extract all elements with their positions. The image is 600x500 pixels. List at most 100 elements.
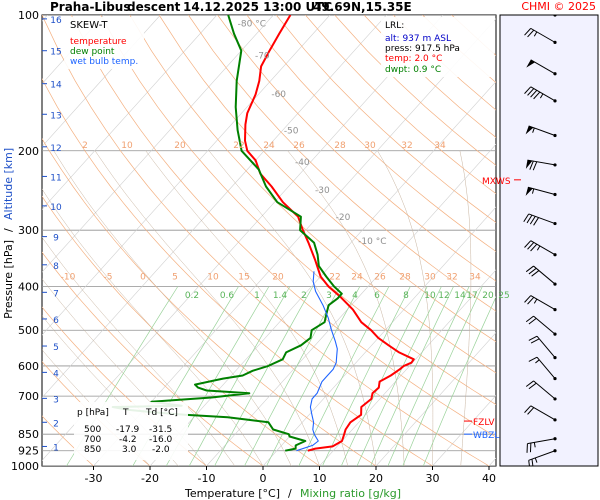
table-row-500-t: -17.9 xyxy=(116,425,140,435)
mixing-ratio-line xyxy=(298,286,390,466)
wind-barb xyxy=(553,15,557,17)
mixing-ratio-line xyxy=(387,286,470,466)
pressure-tick-label: 100 xyxy=(18,9,39,22)
wind-barb xyxy=(525,315,557,336)
altitude-tick-label: 12 xyxy=(50,144,61,154)
altitude-tick-label: 5 xyxy=(53,343,59,353)
theta-label-380: 22 xyxy=(329,272,340,282)
pressure-tick-label: 300 xyxy=(18,224,39,237)
altitude-tick-label: 11 xyxy=(50,173,61,183)
copyright: CHMI © 2025 xyxy=(521,0,596,13)
table-header-p: p [hPa] xyxy=(77,408,109,418)
info-temp: temp: 2.0 °C xyxy=(385,54,442,64)
wind-barb xyxy=(525,380,557,401)
theta-label-200: 10 xyxy=(121,141,133,151)
mixing-ratio-label: 14 xyxy=(454,291,466,301)
altitude-tick-label: 7 xyxy=(53,289,59,299)
theta-label-380: 32 xyxy=(446,272,457,282)
legend-dew-point: dew point xyxy=(70,47,115,57)
series-temperature xyxy=(244,15,415,452)
wind-barb xyxy=(525,159,557,171)
temperature-tick-label: -30 xyxy=(85,472,103,485)
wind-barb xyxy=(524,86,557,103)
theta-label-380: 26 xyxy=(374,272,386,282)
mixing-ratio-label: 8 xyxy=(403,291,409,301)
sounding-series xyxy=(111,15,415,452)
wind-barb xyxy=(525,125,557,138)
isotherm-label: -60 xyxy=(271,90,286,100)
mixing-ratio-label: 17 xyxy=(466,291,477,301)
pressure-tick-label: 600 xyxy=(18,360,39,373)
mixing-ratio-line xyxy=(370,286,454,466)
table-row-700-p: 700 xyxy=(84,435,101,445)
isotherm-label: -30 xyxy=(315,186,330,196)
dry-adiabat xyxy=(158,15,496,343)
wind-barb xyxy=(528,356,557,381)
isotherm-label: -20 xyxy=(336,213,351,223)
mixing-ratio-line xyxy=(322,286,411,466)
altitude-tick-label: 13 xyxy=(50,111,61,121)
altitude-tick-label: 14 xyxy=(50,81,62,91)
altitude-tick-label: 16 xyxy=(50,16,62,26)
info-dwpt: dwpt: 0.9 °C xyxy=(385,65,441,75)
info-box xyxy=(381,17,494,77)
mixing-ratio-label: 10 xyxy=(424,291,436,301)
mixing-ratio-label: 0.6 xyxy=(220,291,235,301)
mixing-ratio-line xyxy=(402,286,483,466)
mixing-ratio-line xyxy=(266,286,361,466)
temperature-tick-label: 30 xyxy=(426,472,440,485)
isotherm-line xyxy=(42,15,274,273)
mixing-ratio-label: 20 xyxy=(482,291,494,301)
legend-box xyxy=(64,17,144,69)
moist-adiabat xyxy=(208,150,377,466)
level-fzlv-label: FZLV xyxy=(473,418,495,428)
theta-label-200: 30 xyxy=(364,141,376,151)
summary-table-box xyxy=(74,402,188,460)
temperature-tick-label: 20 xyxy=(369,472,383,485)
isotherm-line xyxy=(319,269,496,466)
level-wbzl-label: WBZL xyxy=(473,431,499,441)
pressure-tick-label: 1000 xyxy=(11,460,39,473)
legend-wet-bulb: wet bulb temp. xyxy=(70,57,138,67)
wind-barb xyxy=(528,335,557,360)
mixing-ratio-line xyxy=(244,286,341,466)
dry-adiabat xyxy=(70,15,496,438)
isotherm-label: -50 xyxy=(284,126,299,136)
altitude-tick-label: 10 xyxy=(50,203,62,213)
chart-title-station: Praha-Libus xyxy=(50,0,130,14)
info-title: LRL: xyxy=(385,21,404,31)
pressure-tick-label: 500 xyxy=(18,324,39,337)
altitude-tick-label: 15 xyxy=(50,48,61,58)
dry-adiabat xyxy=(42,195,320,466)
table-row-700-td: -16.0 xyxy=(149,435,173,445)
dry-adiabat xyxy=(246,15,496,252)
info-alt: alt: 937 m ASL xyxy=(385,34,451,44)
dry-adiabat xyxy=(129,15,496,374)
mixing-ratio-label: 2 xyxy=(301,291,307,301)
table-row-850-t: 3.0 xyxy=(122,445,137,455)
theta-label-380: 10 xyxy=(207,272,219,282)
table-row-500-td: -31.5 xyxy=(149,425,172,435)
dry-adiabat xyxy=(188,15,496,312)
mixing-ratio-line xyxy=(214,286,314,466)
pressure-tick-label: 400 xyxy=(18,281,39,294)
mixing-ratio-label: 4 xyxy=(352,291,358,301)
wind-barb xyxy=(524,295,557,312)
wind-barb xyxy=(524,405,557,422)
temperature-tick-label: -10 xyxy=(198,472,216,485)
wind-barb xyxy=(526,59,557,76)
isotherm-label: -40 xyxy=(295,158,310,168)
theta-label-380: 28 xyxy=(399,272,411,282)
altitude-tick-label: 9 xyxy=(53,234,59,244)
y-axis-title: Pressure [hPa] xyxy=(2,240,15,319)
wind-area xyxy=(499,14,599,467)
pressure-tick-label: 700 xyxy=(18,390,39,403)
dry-adiabat xyxy=(275,15,496,223)
theta-label-200: 24 xyxy=(263,141,275,151)
background-grid xyxy=(42,15,496,466)
y-axis-title-sep: / xyxy=(2,228,15,232)
chart-title-datetime: 14.12.2025 13:00 UTC xyxy=(183,0,332,14)
series-wet-bulb-temp xyxy=(296,271,338,452)
isotherm-label: -10 °C xyxy=(358,237,386,247)
moist-adiabat xyxy=(287,150,405,466)
